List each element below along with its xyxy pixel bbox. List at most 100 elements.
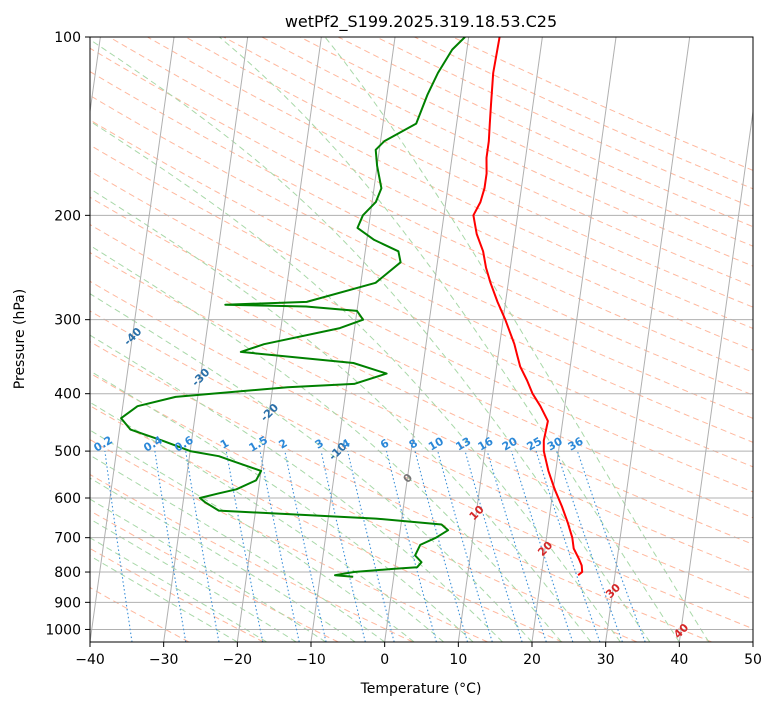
moist-adiabat [90,188,592,642]
dry-adiabat [90,473,414,642]
isotherm-line [310,37,396,642]
isotherm-line [752,638,753,642]
mixing-ratio-line [385,450,437,642]
y-tick-label: 500 [54,444,81,460]
chart-title: wetPf2_S199.2025.319.18.53.C25 [285,12,557,32]
moist-adiabat [90,518,297,642]
dry-adiabat [337,37,753,228]
x-axis-label: Temperature (°C) [360,681,482,697]
pressure-gridlines [90,37,753,630]
x-tick-label: 40 [670,652,688,668]
isotherm-label: -60 [0,228,11,251]
profile-series [120,37,584,578]
isotherm-line [236,37,322,642]
y-tick-label: 800 [54,565,81,581]
mixing-ratio-line [464,450,523,642]
y-tick-label: 300 [54,313,81,329]
isotherm-line [90,37,101,116]
mixing-ratio-line [556,450,623,642]
dewpoint-profile-line [120,37,466,578]
mixing-ratio-line [225,451,264,642]
moist-adiabat [90,454,385,642]
moist-adiabat [90,120,621,642]
moist-adiabat [90,334,503,642]
isotherm-label: 20 [535,539,555,559]
dry-adiabat [90,341,712,642]
mixing-ratio-line [185,451,220,642]
mixing-ratio-line [486,450,547,642]
mixing-ratio-line [437,450,493,642]
mixing-ratio-line [535,450,601,642]
y-tick-label: 200 [54,208,81,224]
dry-adiabat [90,71,753,396]
plot-area: -100-90-80-70-60-50-40-30-20-10010203040… [0,37,753,642]
dry-adiabat [90,119,753,443]
isotherm-label: 10 [467,503,487,523]
x-tick-label: −30 [149,652,179,668]
y-tick-label: 700 [54,531,81,547]
dry-adiabat [223,37,753,287]
isotherm-line [384,37,470,642]
mixing-ratio-label: 6 [378,436,391,451]
isotherm-line [163,37,249,642]
dry-adiabat [90,310,753,630]
mixing-ratio-line [320,450,366,642]
isotherm-line [531,37,617,642]
dry-adiabat [108,37,753,351]
moist-adiabat [90,244,562,642]
mixing-ratio-label: 1 [218,437,231,452]
x-tick-label: 50 [744,652,762,668]
isotherm-line [90,37,175,642]
dry-adiabat [90,405,563,642]
y-tick-label: 600 [54,491,81,507]
dry-adiabat [90,196,753,519]
isotherm-line [457,37,543,642]
isotherm-label: -20 [258,401,281,424]
y-tick-label: 400 [54,387,81,403]
x-tick-label: 10 [449,652,467,668]
dry-adiabat [90,224,753,545]
moist-adiabat [90,39,651,642]
x-tick-label: 30 [597,652,615,668]
mixing-ratio-line [259,451,300,642]
x-tick-label: 20 [523,652,541,668]
dry-adiabat [90,252,753,573]
isotherm-label: -50 [54,281,77,304]
dry-adiabat [90,94,753,419]
moist-adiabat [90,401,444,642]
mixing-ratio-line [347,450,395,642]
dry-adiabat [147,37,753,329]
y-tick-label: 900 [54,595,81,611]
y-axis-ticks: 100 200 300 400 500 600 700 800 900 1000 [45,30,90,638]
mixing-ratio-line [510,450,574,642]
dry-adiabats [90,37,753,642]
x-tick-label: 0 [380,652,389,668]
dry-adiabat [90,144,753,468]
dry-adiabat [90,510,339,642]
moist-adiabat [219,37,680,642]
moist-adiabat [90,555,238,642]
moist-adiabat [90,537,268,642]
x-tick-label: −10 [296,652,326,668]
moist-adiabat [90,498,326,642]
isotherm-label: -40 [121,325,144,348]
dry-adiabat [90,280,753,601]
dry-adiabat [90,439,488,642]
x-axis-ticks: −40 −30 −20 −10 0 10 20 30 40 50 [75,642,762,668]
moist-adiabat [90,429,415,642]
isotherm-label: 40 [671,621,691,641]
dry-adiabat [90,372,638,642]
mixing-ratio-line [576,450,646,642]
x-tick-label: −20 [223,652,253,668]
isotherm-line [678,107,753,642]
dry-adiabat [90,170,753,493]
mixing-ratio-lines [104,450,646,642]
dry-adiabat [261,37,753,267]
moist-adiabat [90,477,356,642]
y-axis-label: Pressure (hPa) [12,289,28,389]
temperature-profile-line [472,37,584,576]
mixing-ratio-line [414,450,469,642]
dry-adiabat [185,37,753,308]
